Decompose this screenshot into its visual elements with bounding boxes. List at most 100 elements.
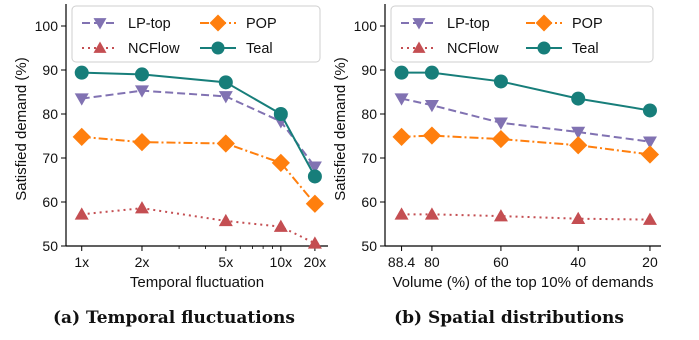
data-point xyxy=(493,117,508,130)
y-axis-label: Satisfied demand (%) xyxy=(13,57,30,200)
data-point xyxy=(307,169,322,184)
data-point xyxy=(394,207,409,220)
data-point xyxy=(571,126,586,140)
legend-box xyxy=(71,5,321,63)
legend-label: LP-top xyxy=(128,16,171,32)
series-lp-top xyxy=(394,93,657,149)
data-point xyxy=(307,161,322,174)
y-tick-label: 50 xyxy=(42,238,58,254)
data-point xyxy=(392,127,411,146)
data-point xyxy=(216,134,235,153)
series-teal xyxy=(394,65,657,118)
series-pop xyxy=(72,127,324,213)
chart-panel-1: 50 60 70 80 90 100 88.4 80 60 40 20 Satisfied deman… xyxy=(332,4,661,291)
data-point xyxy=(74,65,89,80)
legend-marker xyxy=(93,18,107,30)
data-point xyxy=(74,93,89,106)
series-ncflow xyxy=(74,201,322,249)
legend-box xyxy=(390,5,654,63)
figure: 50 60 70 80 90 100 1x 2x 5x 10x 20x Satisfied deman… xyxy=(13,4,661,291)
x-tick-label: 80 xyxy=(424,254,440,270)
legend-marker xyxy=(211,41,225,55)
x-axis-label: Temporal fluctuation xyxy=(130,274,264,291)
data-point xyxy=(571,211,586,224)
legend-marker xyxy=(93,41,107,53)
data-point xyxy=(491,129,511,149)
y-tick-label: 80 xyxy=(42,106,58,122)
data-point xyxy=(424,65,439,80)
legend-marker xyxy=(412,41,426,53)
series-ncflow xyxy=(394,207,657,225)
data-point xyxy=(642,103,657,118)
x-tick-label: 1x xyxy=(74,254,89,270)
data-point xyxy=(218,91,233,104)
series-line xyxy=(401,213,650,221)
x-tick-label: 60 xyxy=(493,254,509,270)
data-point xyxy=(493,209,508,222)
series-line xyxy=(401,71,651,112)
y-tick-label: 50 xyxy=(361,238,377,254)
series-line xyxy=(401,134,651,156)
data-point xyxy=(422,126,442,145)
data-point xyxy=(571,91,586,106)
y-tick-label: 100 xyxy=(354,18,378,34)
data-point xyxy=(640,145,660,164)
data-point xyxy=(493,74,508,89)
y-tick-label: 90 xyxy=(42,62,58,78)
data-point xyxy=(134,67,149,82)
data-point xyxy=(134,201,149,214)
data-point xyxy=(72,127,91,146)
x-axis-label: Volume (%) of the top 10% of demands xyxy=(393,274,654,291)
x-tick-label: 20x xyxy=(304,254,327,270)
x-tick-label: 2x xyxy=(135,254,150,270)
legend-marker xyxy=(412,18,426,30)
data-point xyxy=(273,219,288,232)
chart-panel-0: 50 60 70 80 90 100 1x 2x 5x 10x 20x Satisfied deman… xyxy=(13,4,328,291)
y-tick-label: 70 xyxy=(42,150,58,166)
legend-label: LP-top xyxy=(447,16,490,32)
series-pop xyxy=(392,126,660,164)
data-point xyxy=(424,207,439,220)
data-point xyxy=(305,194,324,213)
y-tick-label: 60 xyxy=(361,194,377,210)
data-point xyxy=(273,107,288,121)
data-point xyxy=(394,65,409,80)
data-point xyxy=(642,212,657,225)
caption-b: (b) Spatial distributions xyxy=(394,308,624,328)
data-point xyxy=(307,236,322,249)
data-point xyxy=(218,213,233,227)
y-tick-label: 80 xyxy=(361,106,377,122)
x-tick-label: 40 xyxy=(570,254,586,270)
x-tick-label: 20 xyxy=(642,254,658,270)
data-point xyxy=(424,99,439,113)
y-tick-label: 60 xyxy=(42,194,58,210)
legend: LP-top NCFlow POP Teal xyxy=(390,5,654,63)
legend-label: NCFlow xyxy=(447,41,499,57)
legend-label: NCFlow xyxy=(128,41,180,57)
data-point xyxy=(394,93,409,106)
legend-label: Teal xyxy=(572,41,599,57)
data-point xyxy=(569,136,588,155)
legend-marker xyxy=(209,14,227,32)
x-tick-label: 5x xyxy=(218,254,233,270)
data-point xyxy=(132,133,152,152)
legend-label: POP xyxy=(246,16,277,32)
data-point xyxy=(271,153,290,172)
y-tick-label: 100 xyxy=(35,18,59,34)
caption-a: (a) Temporal fluctuations xyxy=(53,308,295,328)
y-axis-label: Satisfied demand (%) xyxy=(332,57,349,200)
legend: LP-top NCFlow POP Teal xyxy=(71,5,321,63)
legend-label: Teal xyxy=(246,41,273,57)
x-tick-label: 10x xyxy=(270,254,293,270)
data-point xyxy=(134,85,149,98)
data-point xyxy=(642,136,657,149)
series-teal xyxy=(74,65,322,184)
y-tick-label: 70 xyxy=(361,150,377,166)
y-tick-label: 90 xyxy=(361,62,377,78)
legend-label: POP xyxy=(572,16,603,32)
legend-marker xyxy=(535,14,553,32)
x-tick-label: 88.4 xyxy=(388,254,415,270)
data-point xyxy=(74,207,89,220)
data-point xyxy=(218,75,233,90)
legend-marker xyxy=(537,41,551,55)
